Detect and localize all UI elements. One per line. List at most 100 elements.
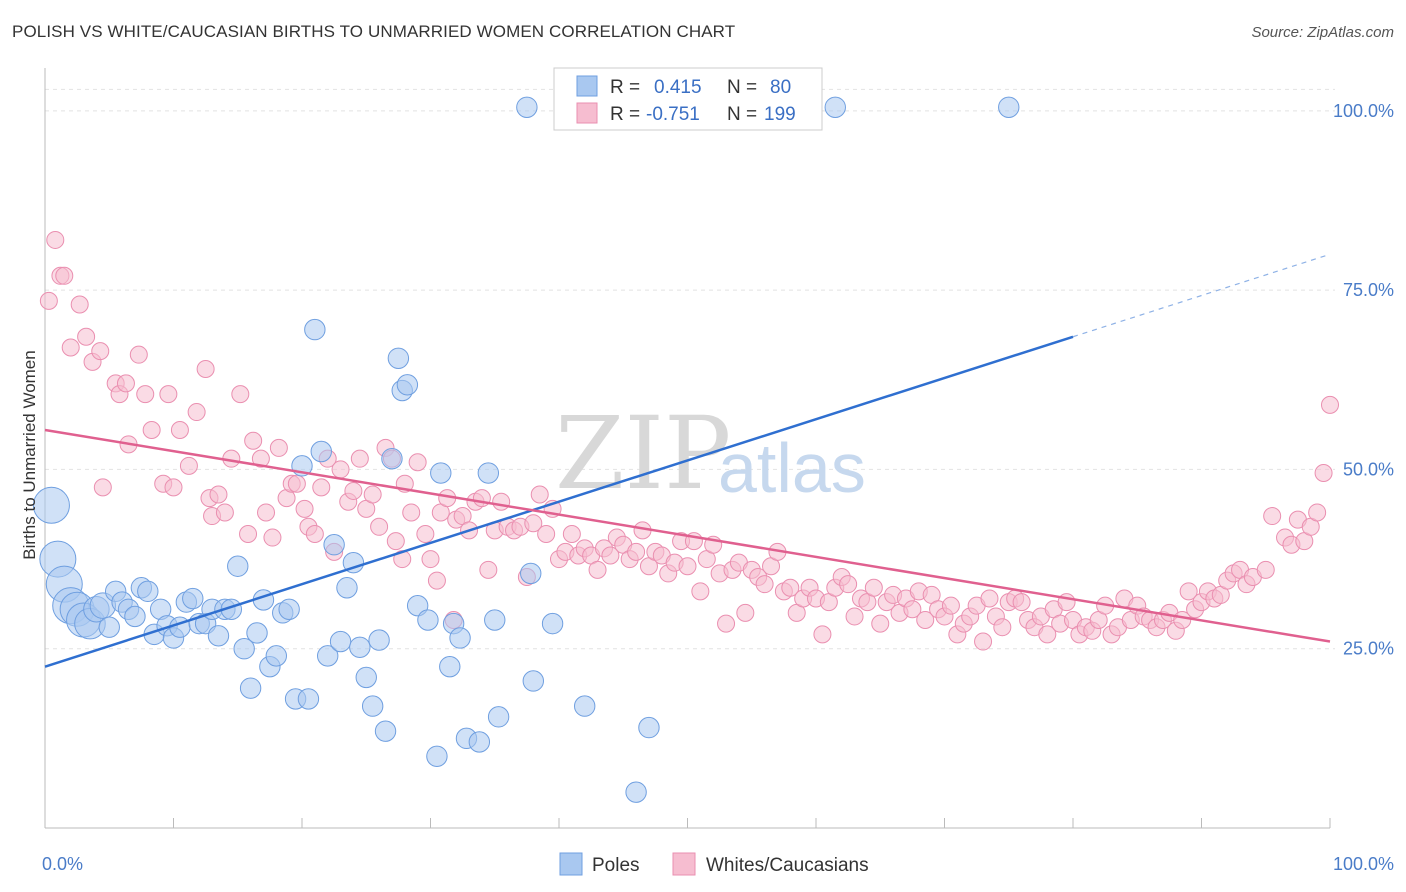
legend-r-label-2: R = (610, 104, 640, 125)
poles-point (368, 629, 390, 651)
poles-point (381, 447, 403, 470)
poles-point (520, 562, 542, 585)
whites-point (845, 607, 864, 626)
poles-point (374, 720, 397, 742)
whites-point (1314, 464, 1333, 483)
poles-point (439, 655, 461, 678)
whites-point (678, 557, 697, 576)
y-tick-label: 100.0% (1333, 101, 1394, 121)
whites-point (691, 582, 710, 601)
trend-lines (44, 253, 1331, 668)
poles-point (304, 318, 326, 341)
whites-point (1179, 582, 1198, 601)
poles-point (342, 551, 365, 574)
whites-point (537, 524, 556, 543)
whites-point (386, 532, 405, 551)
correlation-legend: R = 0.415 N = 80 R = -0.751 N = 199 (553, 67, 823, 131)
poles-point (387, 347, 410, 369)
poles-point (516, 96, 538, 118)
whites-point (77, 327, 96, 346)
whites-point (941, 596, 960, 615)
poles-point (417, 609, 439, 631)
whites-point (159, 385, 178, 404)
whites-point (136, 385, 155, 404)
whites-swatch (576, 102, 598, 124)
whites-point (1308, 503, 1327, 522)
y-axis-label: Births to Unmarried Women (20, 350, 39, 559)
legend-n-value-1: 80 (770, 77, 791, 98)
whites-point (295, 499, 314, 518)
whites-point (215, 503, 234, 522)
whites-trend-line (44, 428, 1331, 643)
whites-point (562, 524, 581, 543)
poles-point (124, 605, 146, 628)
whites-point (170, 420, 189, 439)
poles-point (137, 580, 159, 603)
poles-point (426, 745, 448, 767)
whites-point (93, 478, 112, 497)
whites-points (39, 230, 1339, 651)
whites-point (350, 449, 369, 468)
whites-point (142, 420, 161, 439)
source-credit: Source: ZipAtlas.com (1251, 24, 1394, 41)
whites-point (871, 614, 890, 633)
whites-point (196, 360, 215, 379)
whites-point (129, 345, 148, 364)
whites-point (370, 517, 389, 536)
whites-point (1038, 625, 1057, 644)
y-tick-label: 75.0% (1343, 280, 1394, 300)
poles-swatch (576, 75, 598, 97)
y-tick-labels: 25.0% 50.0% 75.0% 100.0% (1333, 101, 1394, 659)
y-tick-label: 25.0% (1343, 639, 1394, 659)
whites-point (393, 550, 412, 569)
whites-legend-label: Whites/Caucasians (706, 855, 869, 876)
whites-point (755, 575, 774, 594)
whites-point (736, 603, 755, 622)
poles-point (323, 534, 345, 556)
poles-point (638, 716, 660, 739)
poles-point (998, 96, 1020, 118)
legend-r-label-1: R = (610, 77, 640, 98)
poles-point (207, 625, 230, 647)
poles-point (487, 706, 510, 728)
whites-point (492, 492, 511, 511)
whites-legend-swatch (672, 852, 696, 876)
poles-point (297, 688, 320, 710)
whites-point (344, 481, 363, 500)
watermark-atlas: atlas (718, 429, 866, 507)
whites-point (1256, 560, 1275, 579)
legend-r-value-1: 0.415 (654, 77, 702, 98)
whites-point (402, 503, 421, 522)
poles-point (233, 638, 255, 660)
axes (44, 68, 1331, 829)
whites-point (179, 456, 198, 475)
whites-point (331, 460, 350, 479)
whites-point (231, 385, 250, 404)
whites-point (524, 514, 543, 533)
poles-point (430, 462, 452, 484)
poles-trend-extension (1072, 253, 1331, 338)
poles-point (484, 609, 506, 631)
poles-point (182, 587, 204, 610)
grid-lines (45, 88, 1335, 650)
whites-point (305, 524, 324, 543)
poles-point (541, 612, 564, 635)
whites-point (416, 524, 435, 543)
poles-point (265, 645, 287, 667)
whites-point (91, 342, 110, 361)
whites-point (627, 542, 646, 561)
poles-point (278, 598, 300, 620)
whites-point (421, 550, 440, 569)
poles-point (239, 677, 262, 699)
whites-point (244, 431, 263, 450)
chart-title: POLISH VS WHITE/CAUCASIAN BIRTHS TO UNMA… (12, 22, 736, 41)
whites-point (993, 618, 1012, 637)
poles-point (310, 440, 332, 463)
whites-point (312, 478, 331, 497)
whites-point (1321, 395, 1339, 414)
series-legend: Poles Whites/Caucasians (559, 852, 869, 876)
whites-point (257, 503, 276, 522)
whites-point (55, 266, 74, 285)
whites-point (839, 575, 858, 594)
